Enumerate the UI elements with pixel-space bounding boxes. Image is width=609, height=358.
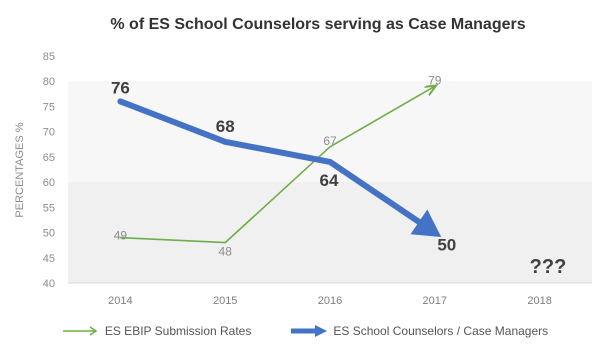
y-tick-label: 60 xyxy=(43,177,55,189)
data-label-ebip: 67 xyxy=(323,134,337,148)
y-tick-label: 70 xyxy=(43,127,55,139)
x-tick-label: 2015 xyxy=(213,295,237,307)
x-tick-label: 2016 xyxy=(318,295,342,307)
legend-label-counselors: ES School Counselors / Case Managers xyxy=(333,324,549,338)
legend-item-ebip: ES EBIP Submission Rates xyxy=(61,324,252,338)
legend-arrow-blue-icon xyxy=(291,325,328,337)
x-axis-ticks: 2014 2015 2016 2017 2018 xyxy=(108,295,552,307)
x-tick-label: 2014 xyxy=(108,295,132,307)
plot-background xyxy=(68,81,592,284)
y-tick-label: 45 xyxy=(43,253,55,265)
series-line-counselors xyxy=(117,98,442,237)
x-tick-label: 2017 xyxy=(423,295,447,307)
y-tick-label: 55 xyxy=(43,202,55,214)
y-tick-label: 50 xyxy=(43,228,55,240)
data-label-counselors: 64 xyxy=(320,171,339,190)
data-label-ebip: 79 xyxy=(428,73,442,87)
series-line-ebip xyxy=(119,86,434,244)
chart-title: % of ES School Counselors serving as Cas… xyxy=(110,16,525,33)
series-layer xyxy=(117,86,442,244)
y-tick-label: 80 xyxy=(43,76,55,88)
y-tick-label: 85 xyxy=(43,51,55,63)
y-tick-label: 75 xyxy=(43,101,55,113)
data-label-counselors: 68 xyxy=(216,117,235,136)
annotation-question: ??? xyxy=(530,256,567,278)
y-axis-label: PERCENTAGES % xyxy=(14,122,26,217)
legend-item-counselors: ES School Counselors / Case Managers xyxy=(289,324,548,338)
data-label-counselors: 50 xyxy=(437,236,456,255)
legend: ES EBIP Submission Rates ES School Couns… xyxy=(0,318,609,344)
data-label-counselors: 76 xyxy=(111,78,130,97)
legend-arrow-green-icon xyxy=(62,326,98,336)
y-tick-label: 40 xyxy=(43,278,55,290)
data-label-ebip: 48 xyxy=(219,245,233,259)
plot-band-lower xyxy=(68,182,592,283)
x-tick-label: 2018 xyxy=(527,295,551,307)
y-axis-ticks: 40 45 50 55 60 65 70 75 80 85 xyxy=(43,51,55,290)
y-tick-label: 65 xyxy=(43,152,55,164)
legend-label-ebip: ES EBIP Submission Rates xyxy=(104,324,252,338)
data-label-ebip: 49 xyxy=(114,229,128,243)
plot-band-upper xyxy=(68,81,592,183)
data-labels: 49 48 67 79 76 68 64 50 xyxy=(111,73,456,258)
